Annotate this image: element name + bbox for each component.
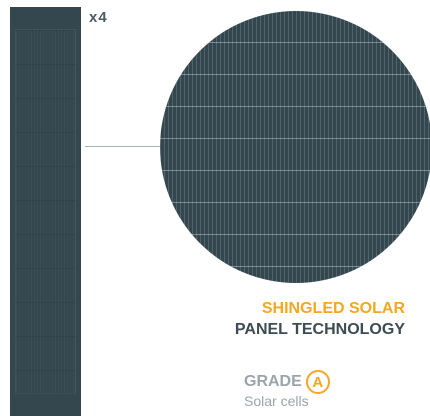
technology-title: PANEL TECHNOLOGY xyxy=(234,321,405,338)
magnified-cell-view xyxy=(160,11,430,283)
grade-row: GRADE A xyxy=(244,370,330,394)
grade-badge: A xyxy=(305,370,330,394)
solar-panel-illustration xyxy=(10,7,81,416)
grade-subtitle: Solar cells xyxy=(244,393,309,409)
panel-count-label: x4 xyxy=(89,9,108,26)
solar-panel-cells xyxy=(15,29,76,394)
zoom-connector-line xyxy=(85,146,163,147)
technology-title-highlight: SHINGLED SOLAR xyxy=(261,300,405,317)
grade-label: GRADE xyxy=(244,373,302,390)
